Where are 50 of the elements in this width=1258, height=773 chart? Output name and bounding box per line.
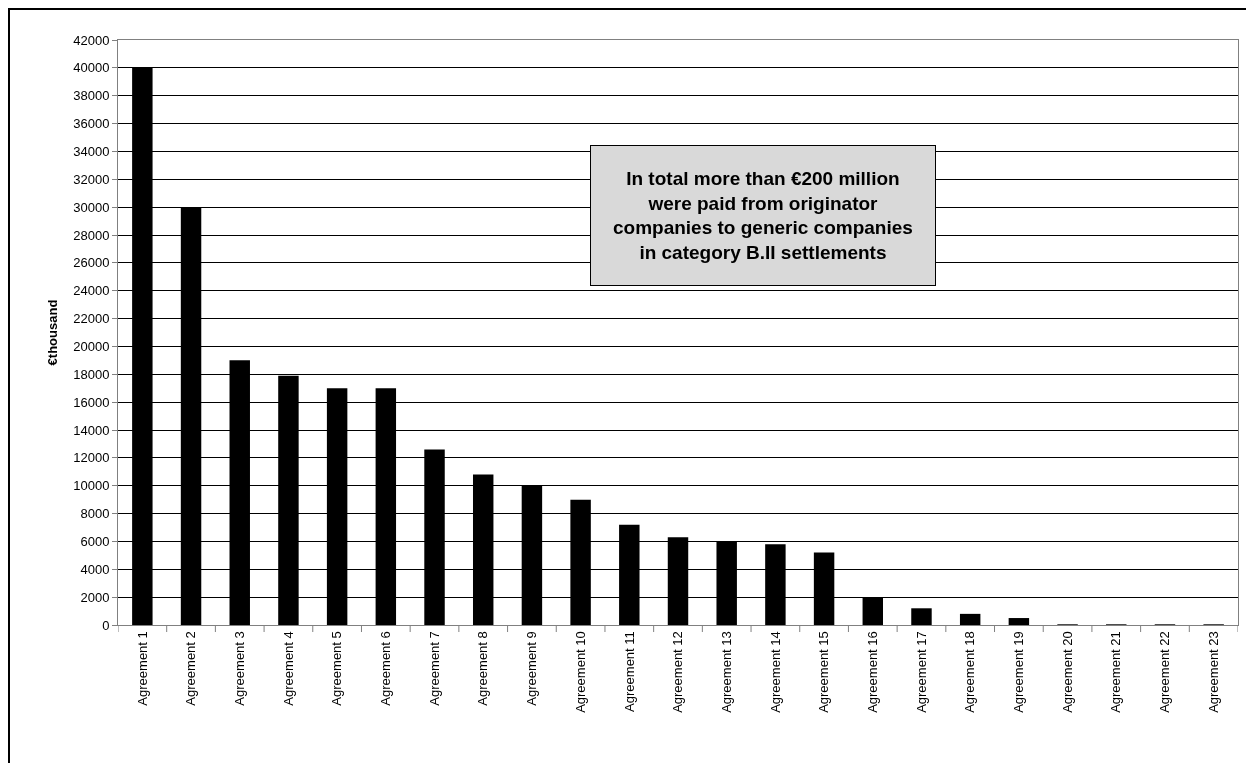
y-tick-label: 36000 [73,116,110,132]
x-tick-label: Agreement 7 [426,631,442,706]
bar [1008,618,1030,625]
y-tick-label: 16000 [73,394,110,410]
x-tick-label: Agreement 21 [1108,631,1124,713]
y-tick-label: 30000 [73,199,110,215]
y-tick-label: 6000 [80,533,110,549]
bar [911,608,932,625]
y-tick-label: 38000 [73,88,110,104]
y-tick-label: 14000 [73,422,110,438]
x-tick-label: Agreement 22 [1157,631,1173,713]
y-tick-label: 28000 [73,227,110,243]
x-tick-label: Agreement 6 [378,631,394,706]
y-tick-label: 32000 [73,171,110,187]
bar [959,613,981,625]
y-tick-label: 20000 [73,338,110,354]
x-tick-label: Agreement 9 [524,631,540,706]
x-tick-label: Agreement 2 [183,631,199,706]
y-tick-label: 10000 [73,478,110,494]
y-tick-label: 12000 [73,450,110,466]
x-tick-label: Agreement 17 [913,631,929,713]
x-tick-label: Agreement 3 [231,631,247,706]
y-tick-label: 18000 [73,366,110,382]
y-tick-label: 42000 [73,32,110,48]
y-tick-label: 26000 [73,255,110,271]
x-tick-label: Agreement 8 [475,631,491,706]
y-axis-title: €thousand [45,299,61,366]
x-tick-label: Agreement 20 [1059,631,1075,713]
x-tick-label: Agreement 11 [621,631,637,712]
y-tick-label: 2000 [80,589,110,605]
annotation: In total more than €200 million were paid from originator companies to generic companies in category B.II settlements [613,168,913,264]
x-tick-label: Agreement 4 [280,631,296,706]
y-tick-label: 24000 [73,283,110,299]
x-tick-label: Agreement 10 [572,631,588,713]
y-tick-label: 0 [102,617,110,633]
x-tick-label: Agreement 23 [1205,631,1221,713]
x-tick-label: Agreement 19 [1011,631,1027,713]
x-tick-label: Agreement 16 [865,631,881,713]
y-tick-label: 4000 [80,561,110,577]
x-tick-label: Agreement 5 [329,631,345,706]
y-tick-label: 40000 [73,60,110,76]
x-tick-label: Agreement 13 [718,631,734,713]
x-tick-label: Agreement 14 [767,631,783,713]
y-tick-label: 34000 [73,143,110,159]
y-tick-label: 8000 [80,506,110,522]
x-tick-label: Agreement 18 [962,631,978,713]
x-tick-label: Agreement 12 [670,631,686,713]
y-tick-label: 22000 [73,311,110,327]
x-tick-label: Agreement 15 [816,631,832,713]
x-tick-label: Agreement 1 [134,631,150,706]
